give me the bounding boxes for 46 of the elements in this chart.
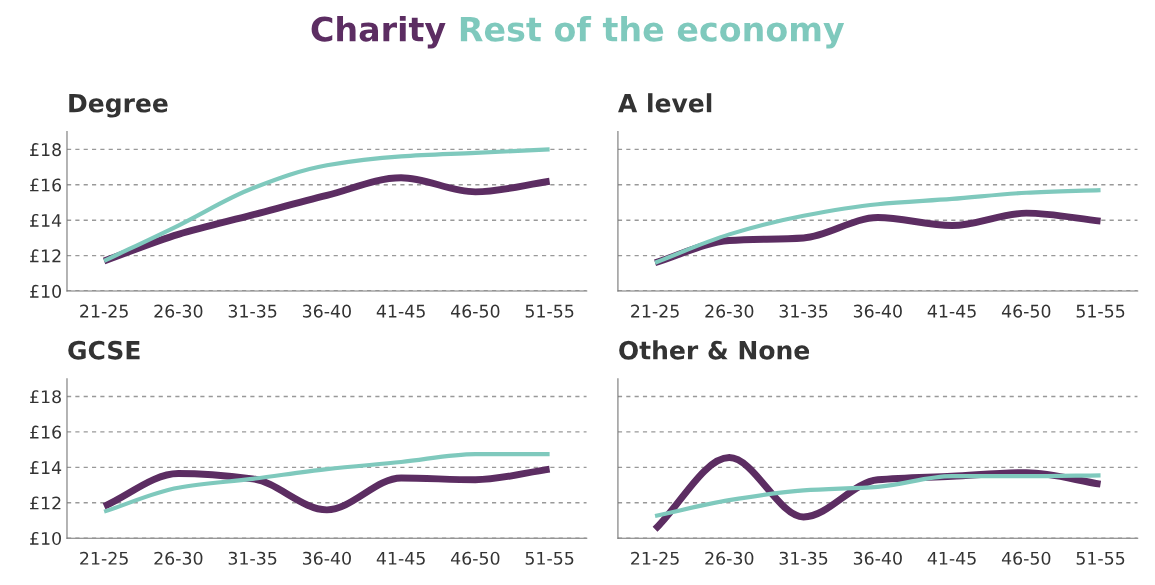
- chart-title: GCSE: [68, 340, 140, 360]
- x-tick-label: 46-50: [1001, 304, 1051, 318]
- x-tick-label: 36-40: [302, 551, 351, 565]
- y-tick-label: £14: [30, 213, 62, 227]
- x-tick-label: 26-30: [705, 551, 754, 565]
- x-tick-label: 21-25: [80, 304, 128, 318]
- x-tick-label: 36-40: [853, 304, 902, 318]
- x-tick-label: 46-50: [450, 551, 500, 565]
- y-tick-label: £10: [30, 284, 61, 298]
- x-tick-label: 31-35: [228, 304, 277, 318]
- x-tick-label: 26-30: [154, 304, 203, 318]
- x-tick-label: 41-45: [376, 551, 425, 565]
- x-tick-label: 26-30: [154, 551, 203, 565]
- chart-title: Degree: [69, 93, 168, 118]
- y-tick-label: £16: [30, 425, 62, 439]
- line-series: [102, 147, 552, 264]
- y-tick-label: £10: [30, 531, 61, 546]
- y-tick-label: £12: [30, 249, 61, 263]
- x-tick-label: 51-55: [1076, 304, 1125, 318]
- x-tick-label: 31-35: [779, 304, 828, 318]
- x-tick-label: 41-45: [376, 304, 425, 318]
- text: Charity: [311, 15, 446, 49]
- x-tick-label: 46-50: [1001, 551, 1051, 565]
- y-tick-label: £12: [30, 496, 61, 510]
- x-tick-label: 26-30: [705, 304, 754, 318]
- x-tick-label: 36-40: [853, 551, 902, 565]
- x-tick-label: 21-25: [631, 304, 679, 318]
- line-series: [102, 451, 552, 514]
- x-tick-label: 46-50: [450, 304, 500, 318]
- x-tick-label: 36-40: [302, 304, 351, 318]
- y-tick-label: £18: [30, 390, 61, 404]
- y-tick-label: £14: [30, 461, 62, 474]
- x-tick-label: 31-35: [228, 551, 277, 565]
- x-tick-label: 51-55: [525, 551, 574, 565]
- chart-title: Other & None: [619, 340, 810, 360]
- text: Rest of the economy: [460, 15, 845, 49]
- x-tick-label: 51-55: [1076, 551, 1125, 565]
- y-tick-label: £18: [30, 143, 61, 157]
- x-tick-label: 21-25: [80, 551, 128, 565]
- x-tick-label: 41-45: [927, 304, 976, 318]
- x-tick-label: 41-45: [927, 551, 976, 565]
- y-tick-label: £16: [30, 178, 62, 192]
- chart-title: A level: [618, 93, 712, 113]
- x-tick-label: 31-35: [779, 551, 828, 565]
- x-tick-label: 21-25: [631, 551, 679, 565]
- x-tick-label: 51-55: [525, 304, 574, 318]
